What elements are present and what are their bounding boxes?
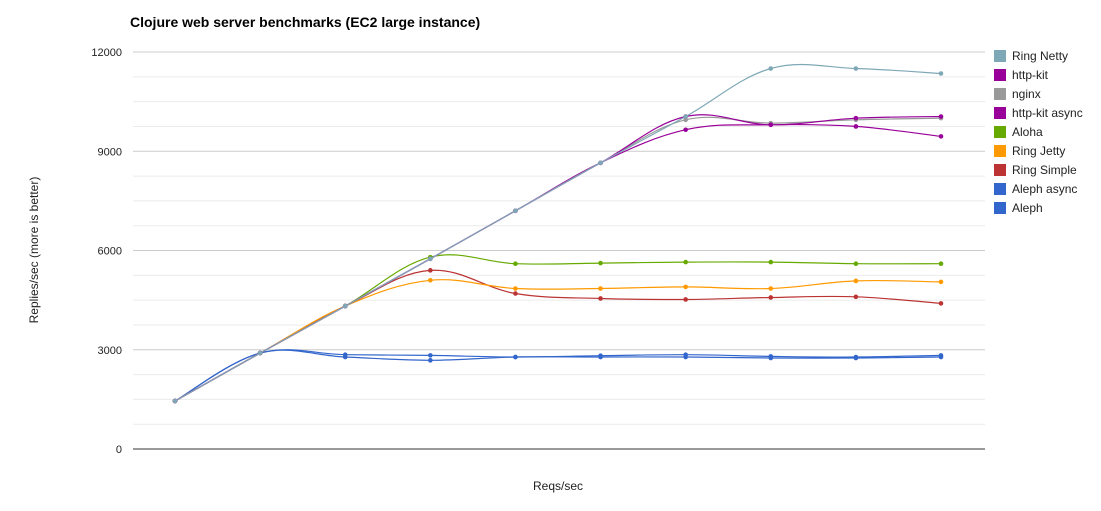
series-line-ring-netty (174, 63, 942, 402)
data-point-ring-simple (938, 301, 944, 306)
legend-swatch (994, 88, 1006, 100)
data-point-aloha (683, 259, 688, 265)
data-point-aleph (428, 358, 433, 363)
series-line-aleph-async (174, 349, 942, 402)
data-point-ring-jetty (428, 277, 433, 283)
data-point-ring-netty (938, 71, 944, 76)
y-tick-label: 3000 (98, 345, 122, 357)
data-point-http-kit (768, 122, 774, 128)
legend-item-http-kit-async[interactable]: http-kit async (994, 106, 1083, 120)
legend-label: http-kit async (1012, 106, 1083, 120)
data-point-ring-simple (853, 294, 859, 300)
chart-title: Clojure web server benchmarks (EC2 large… (130, 14, 480, 30)
data-point-ring-netty (768, 66, 774, 71)
data-point-aleph-async (428, 353, 433, 358)
data-point-ring-simple (598, 296, 603, 301)
data-point-ring-netty (172, 398, 178, 404)
series-line-aloha (174, 254, 942, 402)
data-point-aleph-async (342, 352, 348, 358)
legend-swatch (994, 126, 1006, 138)
data-point-ring-netty (428, 256, 433, 262)
legend-label: Aloha (1012, 125, 1043, 139)
legend-swatch (994, 202, 1006, 214)
legend[interactable]: Ring Netty http-kit nginx http-kit async Alo… (994, 49, 1083, 215)
data-point-aleph-async (853, 354, 859, 360)
data-point-ring-netty (853, 66, 859, 71)
legend-label: Aleph async (1012, 182, 1077, 196)
series-nginx (172, 115, 944, 404)
legend-label: Aleph (1012, 201, 1043, 215)
data-point-aloha (853, 261, 859, 267)
legend-swatch (994, 183, 1006, 195)
series-ring-netty (172, 63, 944, 404)
series-group (172, 63, 944, 404)
data-point-ring-netty (342, 303, 348, 309)
data-point-nginx (683, 117, 688, 123)
legend-item-aleph-async[interactable]: Aleph async (994, 182, 1077, 196)
data-point-http-kit (938, 114, 944, 119)
x-axis-label: Reqs/sec (533, 479, 583, 493)
data-point-ring-jetty (768, 286, 774, 291)
legend-swatch (994, 164, 1006, 176)
data-point-ring-netty (257, 350, 263, 356)
y-tick-label: 9000 (98, 146, 122, 158)
legend-label: Ring Simple (1012, 163, 1077, 177)
data-point-ring-jetty (938, 279, 944, 285)
data-point-ring-netty (683, 114, 688, 119)
data-point-http-kit (853, 115, 859, 121)
data-point-ring-jetty (513, 286, 518, 291)
data-point-ring-netty (513, 208, 518, 214)
data-point-aleph-async (513, 354, 518, 360)
legend-swatch (994, 50, 1006, 62)
legend-item-aloha[interactable]: Aloha (994, 125, 1043, 139)
legend-label: Ring Netty (1012, 49, 1068, 63)
data-point-ring-simple (683, 297, 688, 302)
legend-label: nginx (1012, 87, 1041, 101)
series-line-aleph (174, 349, 942, 402)
data-point-ring-jetty (853, 278, 859, 284)
data-point-http-kit-async (683, 127, 688, 133)
data-point-ring-netty (598, 160, 603, 166)
data-point-ring-jetty (598, 286, 603, 291)
data-point-aleph-async (768, 354, 774, 359)
y-tick-label: 6000 (98, 246, 122, 258)
y-tick-label: 12000 (91, 47, 122, 59)
data-point-ring-simple (428, 268, 433, 273)
series-aleph (172, 349, 944, 404)
legend-item-nginx[interactable]: nginx (994, 87, 1041, 101)
data-point-aloha (598, 260, 603, 266)
data-point-aloha (938, 261, 944, 267)
data-point-http-kit-async (938, 134, 944, 139)
series-aloha (172, 254, 944, 404)
legend-swatch (994, 69, 1006, 81)
data-point-ring-simple (513, 291, 518, 296)
data-point-aloha (513, 261, 518, 267)
legend-swatch (994, 145, 1006, 157)
legend-item-http-kit[interactable]: http-kit (994, 68, 1049, 82)
series-http-kit (172, 114, 944, 404)
legend-item-ring-simple[interactable]: Ring Simple (994, 163, 1077, 177)
series-line-ring-jetty (174, 279, 942, 402)
legend-item-ring-netty[interactable]: Ring Netty (994, 49, 1068, 63)
y-axis-ticks: 0 3000 6000 9000 12000 (91, 47, 122, 456)
data-point-http-kit-async (853, 124, 859, 129)
y-axis-label: Replies/sec (more is better) (27, 177, 41, 324)
data-point-aleph-async (598, 353, 603, 359)
series-ring-simple (172, 268, 944, 404)
legend-item-ring-jetty[interactable]: Ring Jetty (994, 144, 1065, 158)
data-point-aloha (768, 259, 774, 265)
legend-label: http-kit (1012, 68, 1049, 82)
legend-label: Ring Jetty (1012, 144, 1065, 158)
data-point-ring-simple (768, 295, 774, 300)
gridlines (133, 51, 985, 425)
legend-item-aleph[interactable]: Aleph (994, 201, 1043, 215)
data-point-ring-jetty (683, 284, 688, 290)
legend-swatch (994, 107, 1006, 119)
y-tick-label: 0 (116, 444, 122, 456)
data-point-aleph-async (938, 353, 944, 358)
data-point-aleph-async (683, 352, 688, 358)
